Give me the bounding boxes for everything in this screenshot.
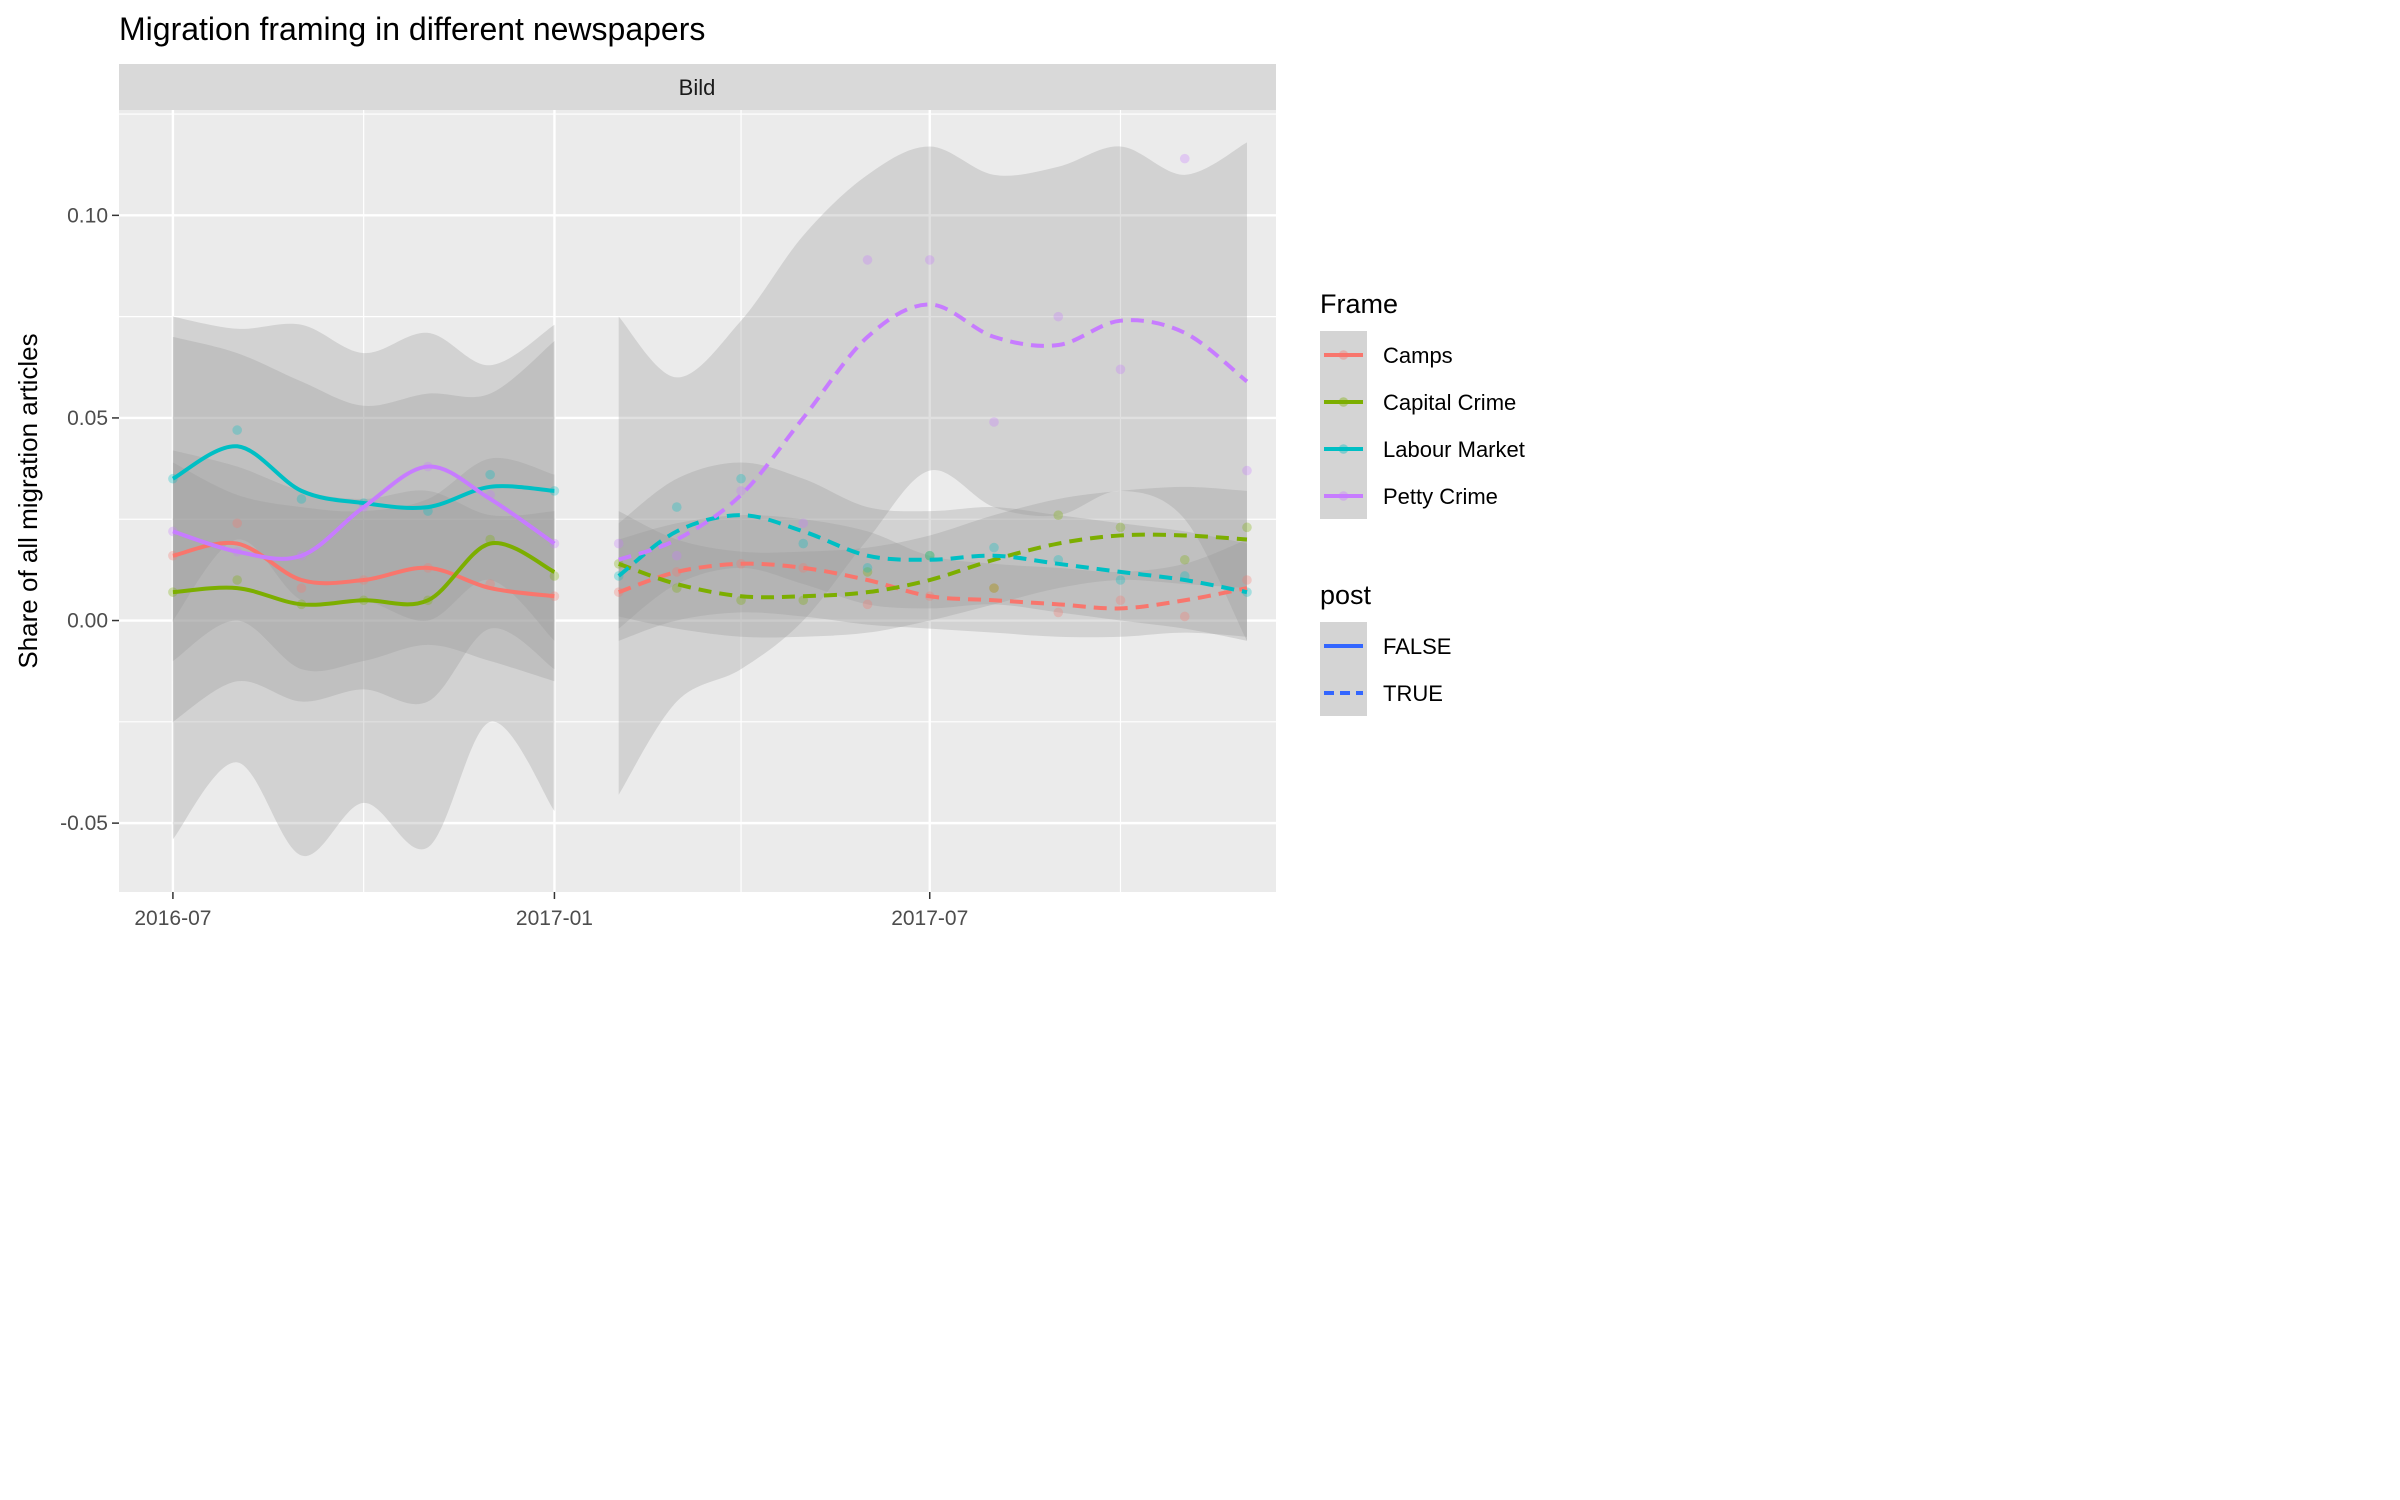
point-petty-crime (671, 550, 682, 561)
legend-key-point (1338, 444, 1349, 454)
point-petty-crime (1179, 153, 1190, 164)
point-labour-market (862, 563, 873, 573)
ribbon-capital-crime-true (618, 486, 1247, 638)
line-camps-false (172, 540, 555, 599)
chart: Migration framing in different newspaper… (13, 11, 1525, 930)
point-camps (1179, 611, 1190, 622)
legend-key-point (1338, 397, 1349, 407)
legend-label-true: TRUE (1383, 681, 1443, 706)
point-labour-market (671, 502, 682, 512)
point-labour-market (798, 538, 809, 549)
point-petty-crime (989, 417, 999, 427)
point-petty-crime (613, 538, 624, 549)
point-petty-crime (924, 255, 935, 265)
point-labour-market (989, 542, 999, 553)
point-capital-crime (1242, 522, 1252, 533)
legend-title-post: post (1320, 580, 1372, 610)
point-camps (1115, 595, 1126, 606)
legend-label-camps: Camps (1383, 343, 1453, 368)
point-labour-market (736, 473, 746, 484)
y-tick-label: -0.05 (60, 812, 108, 835)
point-petty-crime (862, 255, 873, 265)
point-capital-crime (989, 583, 999, 593)
y-axis: -0.05 0.00 0.05 0.10 (60, 204, 119, 835)
legend-key-point (1338, 350, 1349, 360)
line-petty-crime-true (618, 302, 1249, 562)
line-labour-market-true (617, 513, 1248, 595)
point-camps (798, 563, 809, 573)
line-capital-crime-false (172, 541, 556, 607)
point-labour-market (1115, 575, 1126, 585)
x-tick-label: 2016-07 (134, 907, 211, 930)
point-labour-market (296, 494, 307, 504)
point-camps (1053, 607, 1064, 618)
y-tick-label: 0.10 (67, 204, 108, 227)
legend: Frame Camps Capital Crime Labour Market Pett… (1320, 289, 1525, 716)
facet-strip (119, 64, 1276, 110)
point-petty-crime (798, 518, 809, 529)
legend-label-false: FALSE (1383, 634, 1451, 659)
legend-key-point (1338, 491, 1349, 501)
legend-label-capital-crime: Capital Crime (1383, 390, 1516, 415)
line-camps-true (618, 561, 1248, 611)
line-petty-crime-false (172, 464, 556, 561)
legend-title-frame: Frame (1320, 289, 1398, 319)
y-tick-label: 0.00 (67, 610, 108, 633)
x-tick-label: 2017-07 (891, 907, 968, 930)
ribbon-petty-crime-true (618, 142, 1247, 795)
grid-major (119, 110, 1276, 892)
ribbon-camps-false (172, 450, 555, 682)
y-tick-label: 0.05 (67, 407, 108, 430)
line-capital-crime-true (618, 532, 1248, 600)
x-tick-label: 2017-01 (516, 907, 593, 930)
plot-panel (119, 110, 1276, 892)
point-camps (862, 599, 873, 610)
ribbon-capital-crime-false (172, 457, 555, 722)
point-petty-crime (1115, 364, 1126, 375)
legend-label-labour-market: Labour Market (1383, 437, 1525, 462)
ribbon-labour-market-true (618, 462, 1247, 641)
point-capital-crime (232, 575, 242, 585)
point-camps (1242, 575, 1252, 585)
point-capital-crime (1115, 522, 1126, 533)
ribbon-petty-crime-false (172, 316, 555, 857)
y-axis-title: Share of all migration articles (13, 333, 43, 668)
point-labour-market (232, 425, 242, 435)
point-capital-crime (862, 567, 873, 577)
point-camps (296, 583, 307, 593)
point-labour-market (549, 486, 560, 496)
point-capital-crime (1179, 554, 1190, 565)
data-points (168, 153, 1252, 622)
legend-label-petty-crime: Petty Crime (1383, 484, 1498, 509)
point-petty-crime (1053, 311, 1064, 322)
line-labour-market-false (171, 444, 555, 510)
smooth-lines (171, 302, 1249, 611)
point-labour-market (485, 469, 495, 480)
x-axis: 2016-07 2017-01 2017-07 (134, 892, 968, 930)
chart-title: Migration framing in different newspaper… (119, 11, 705, 47)
point-camps (232, 518, 242, 529)
point-camps (989, 583, 999, 593)
ribbon-labour-market-false (172, 336, 555, 641)
point-capital-crime (549, 571, 560, 581)
point-petty-crime (1242, 465, 1252, 476)
grid-minor (119, 110, 1276, 892)
facet-strip-label: Bild (679, 75, 716, 100)
point-capital-crime (1053, 510, 1064, 520)
point-petty-crime (736, 486, 746, 496)
confidence-ribbons (172, 142, 1247, 857)
